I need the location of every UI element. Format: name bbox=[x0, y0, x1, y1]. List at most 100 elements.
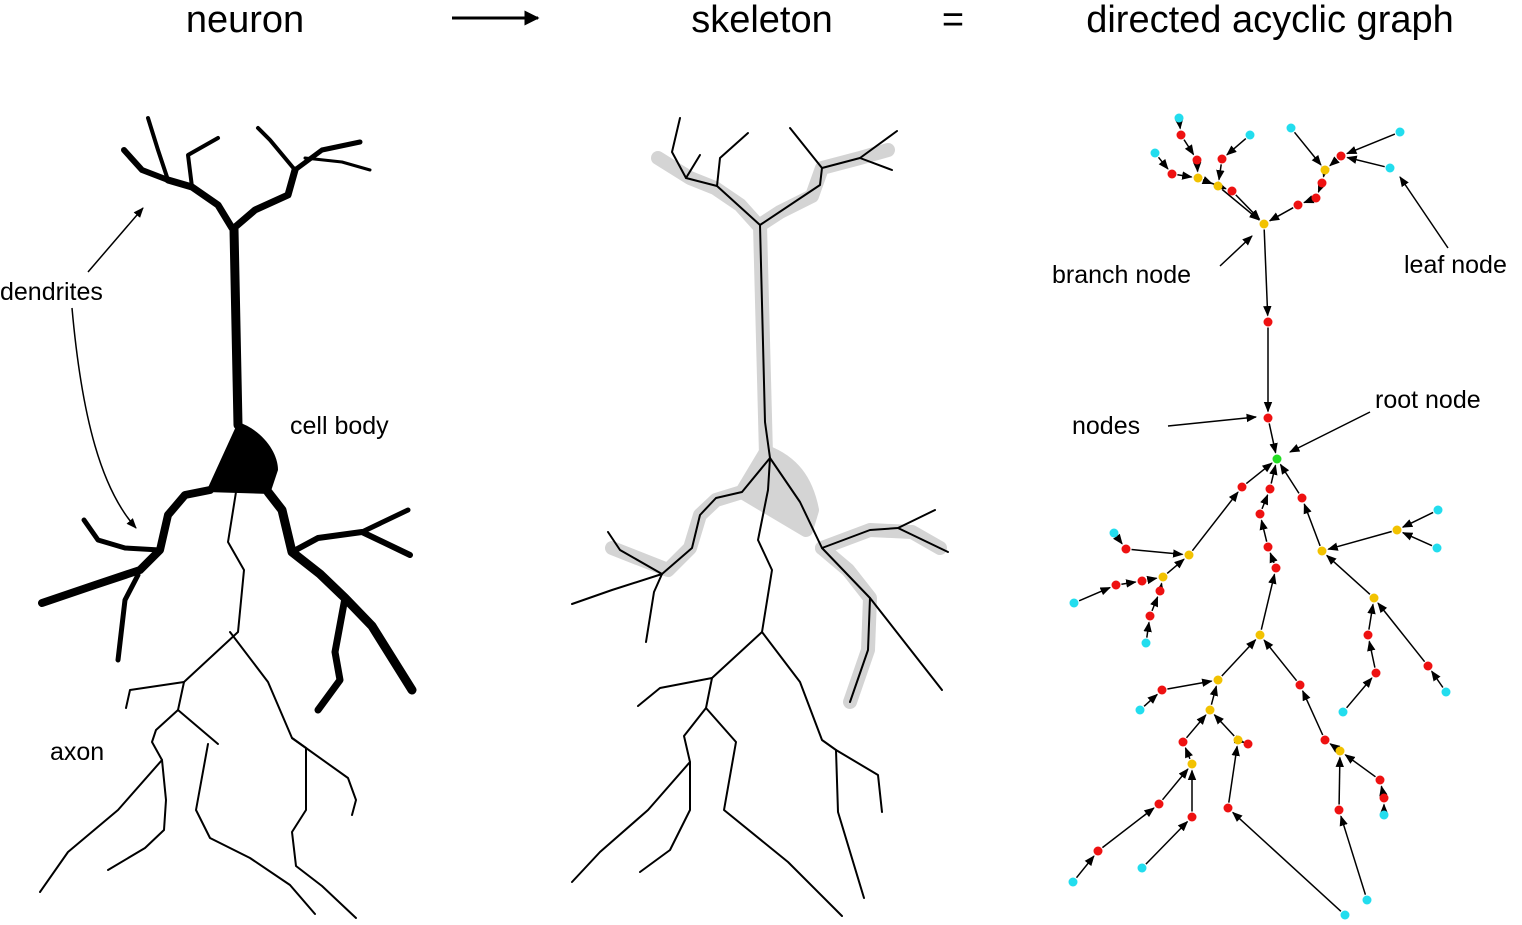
graph-edge bbox=[1221, 188, 1260, 221]
equals-sign: = bbox=[942, 0, 964, 41]
graph-edge bbox=[1279, 463, 1300, 494]
leaf-node bbox=[1432, 543, 1442, 553]
graph-edge bbox=[1078, 586, 1111, 602]
graph-edge bbox=[1379, 785, 1388, 797]
graph-edge bbox=[1146, 575, 1158, 585]
root-node bbox=[1272, 454, 1282, 464]
dendrite-tree bbox=[38, 116, 417, 714]
graph-edge bbox=[1145, 820, 1189, 865]
leaf-node bbox=[1362, 895, 1372, 905]
branch-node bbox=[1392, 525, 1402, 535]
nodes-arrow bbox=[1167, 413, 1258, 427]
branch-node bbox=[1187, 759, 1197, 769]
node bbox=[1227, 186, 1237, 196]
node bbox=[1243, 739, 1253, 749]
branch-node bbox=[1255, 630, 1265, 640]
graph-edge bbox=[1216, 164, 1225, 181]
graph-edge bbox=[1245, 462, 1273, 485]
branch-node bbox=[1205, 705, 1215, 715]
cell-body-label: cell body bbox=[290, 412, 389, 440]
node bbox=[1375, 775, 1385, 785]
leaf-node bbox=[1395, 127, 1405, 137]
skeleton-title: skeleton bbox=[691, 0, 833, 41]
graph-nodes bbox=[1068, 113, 1451, 920]
node bbox=[1176, 130, 1186, 140]
graph-title: directed acyclic graph bbox=[1086, 0, 1454, 41]
node bbox=[1237, 482, 1247, 492]
graph-edge bbox=[1346, 133, 1396, 155]
leaf-node bbox=[1286, 123, 1296, 133]
leaf-node bbox=[1150, 148, 1160, 158]
leaf-node bbox=[1340, 910, 1350, 920]
leaf-node bbox=[1433, 505, 1443, 515]
branch-node-arrow bbox=[1219, 235, 1253, 267]
node bbox=[1157, 685, 1167, 695]
node bbox=[1317, 178, 1327, 188]
graph-edge bbox=[1185, 714, 1207, 739]
root-node-label: root node bbox=[1375, 386, 1481, 414]
graph-edge bbox=[1209, 685, 1218, 705]
node bbox=[1187, 812, 1197, 822]
axon-label: axon bbox=[50, 738, 104, 766]
node bbox=[1263, 413, 1273, 423]
nodes-label: nodes bbox=[1072, 412, 1140, 440]
neuron-title: neuron bbox=[186, 0, 304, 41]
graph-edge bbox=[1327, 530, 1392, 551]
graph-edge bbox=[1335, 756, 1344, 805]
node bbox=[1263, 317, 1273, 327]
branch-node bbox=[1193, 173, 1203, 183]
node bbox=[1295, 680, 1305, 690]
leaf-node bbox=[1069, 598, 1079, 608]
branch-node bbox=[1233, 735, 1243, 745]
graph-edge bbox=[1228, 745, 1240, 803]
graph-edge bbox=[1346, 155, 1385, 168]
leaf-node bbox=[1379, 810, 1389, 820]
graph-edge bbox=[1431, 670, 1444, 688]
branch-node bbox=[1213, 675, 1223, 685]
branch-node bbox=[1335, 746, 1345, 756]
graph-edge bbox=[1221, 639, 1257, 677]
graph-edge bbox=[1157, 156, 1169, 170]
cell-body-shape bbox=[206, 422, 278, 494]
graph-edge bbox=[1268, 423, 1278, 454]
graph-edge bbox=[1303, 195, 1315, 204]
graph-edge bbox=[1260, 573, 1277, 630]
leaf-node bbox=[1068, 877, 1078, 887]
node bbox=[1363, 630, 1373, 640]
graph-edge bbox=[1191, 491, 1239, 552]
skeleton-shadow bbox=[605, 143, 947, 709]
graph-edge bbox=[1235, 194, 1261, 221]
graph-edge bbox=[1269, 552, 1278, 564]
dendrites-arrow-up bbox=[87, 207, 144, 273]
graph-edge bbox=[1143, 621, 1152, 638]
graph-edge bbox=[1167, 678, 1213, 690]
leaf-node bbox=[1338, 707, 1348, 717]
leaf-node bbox=[1137, 863, 1147, 873]
graph-edge bbox=[1161, 768, 1189, 801]
node bbox=[1371, 668, 1381, 678]
node bbox=[1121, 544, 1131, 554]
node bbox=[1178, 737, 1188, 747]
graph-edge bbox=[1166, 558, 1185, 574]
graph-edge bbox=[1367, 603, 1376, 630]
graph-edge bbox=[1183, 139, 1195, 156]
graph-edge bbox=[1226, 138, 1247, 156]
node bbox=[1137, 576, 1147, 586]
graph-edge bbox=[1143, 693, 1158, 707]
dendrites-arrow-down bbox=[71, 307, 137, 529]
graph-edge bbox=[1329, 743, 1341, 753]
graph-edge bbox=[1346, 677, 1373, 709]
node bbox=[1093, 846, 1103, 856]
graph-edge bbox=[1213, 714, 1235, 737]
skeleton-lines bbox=[571, 117, 949, 917]
branch-node bbox=[1369, 593, 1379, 603]
graph-edge bbox=[1401, 532, 1433, 547]
graph-edge bbox=[1302, 689, 1324, 736]
node bbox=[1297, 493, 1307, 503]
leaf-node bbox=[1174, 113, 1184, 123]
graph-edge bbox=[1174, 118, 1184, 130]
branch-node bbox=[1317, 546, 1327, 556]
node bbox=[1320, 735, 1330, 745]
graph-edge bbox=[1184, 747, 1193, 760]
graph-edge bbox=[1303, 503, 1321, 547]
